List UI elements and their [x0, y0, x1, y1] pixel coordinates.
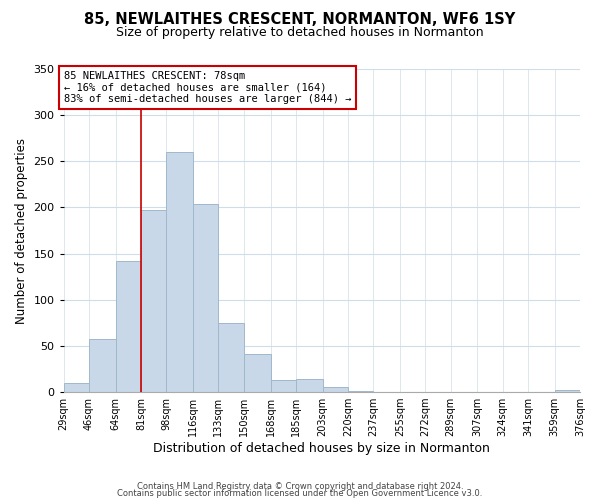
Text: 85, NEWLAITHES CRESCENT, NORMANTON, WF6 1SY: 85, NEWLAITHES CRESCENT, NORMANTON, WF6 …	[85, 12, 515, 28]
Bar	[555, 390, 580, 392]
Text: Contains public sector information licensed under the Open Government Licence v3: Contains public sector information licen…	[118, 489, 482, 498]
Bar	[166, 152, 193, 392]
X-axis label: Distribution of detached houses by size in Normanton: Distribution of detached houses by size …	[154, 442, 490, 455]
Text: Size of property relative to detached houses in Normanton: Size of property relative to detached ho…	[116, 26, 484, 39]
Bar	[116, 261, 141, 392]
Bar	[141, 210, 166, 392]
Bar	[64, 383, 89, 392]
Bar	[218, 323, 244, 392]
Bar	[348, 391, 373, 392]
Bar	[244, 354, 271, 392]
Text: 85 NEWLAITHES CRESCENT: 78sqm
← 16% of detached houses are smaller (164)
83% of : 85 NEWLAITHES CRESCENT: 78sqm ← 16% of d…	[64, 71, 351, 104]
Y-axis label: Number of detached properties: Number of detached properties	[15, 138, 28, 324]
Bar	[323, 386, 348, 392]
Bar	[296, 379, 323, 392]
Bar	[193, 204, 218, 392]
Bar	[89, 338, 116, 392]
Bar	[271, 380, 296, 392]
Text: Contains HM Land Registry data © Crown copyright and database right 2024.: Contains HM Land Registry data © Crown c…	[137, 482, 463, 491]
